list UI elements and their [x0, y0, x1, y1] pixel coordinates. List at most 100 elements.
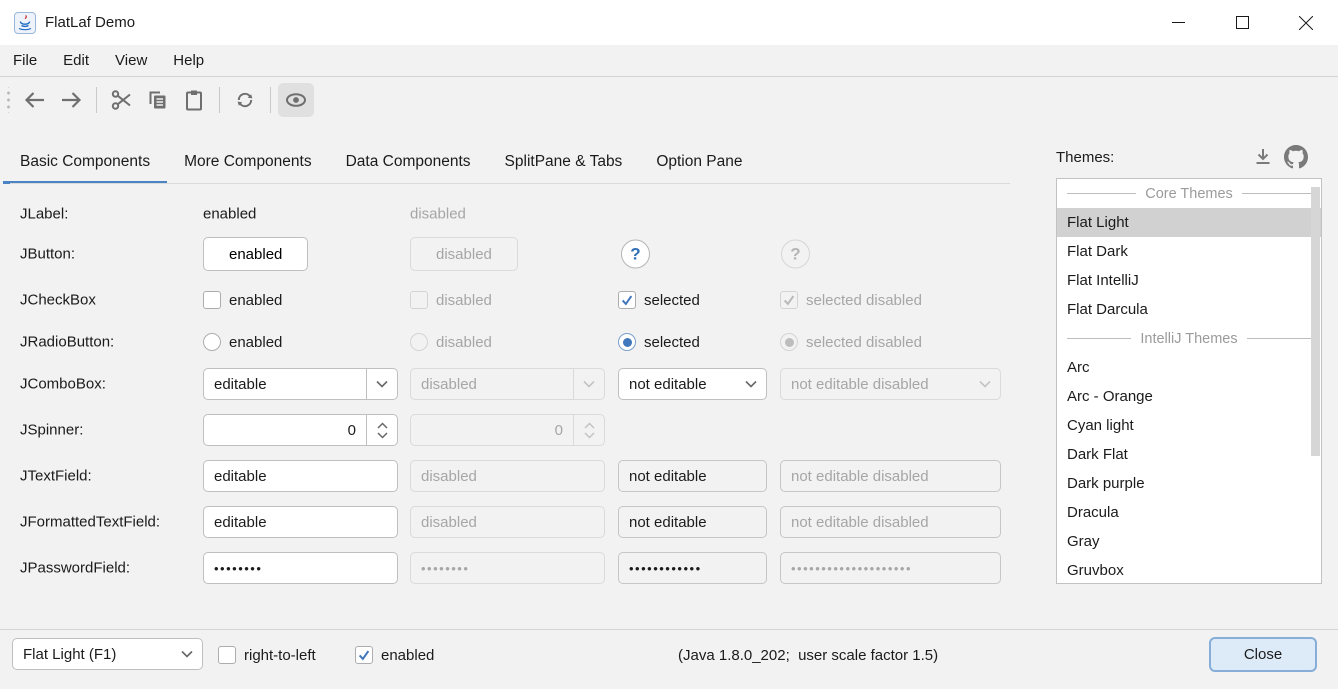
maximize-icon[interactable]: [1210, 0, 1274, 45]
combobox-not-editable[interactable]: not editable: [618, 368, 767, 400]
checkbox-box-checked[interactable]: [618, 291, 636, 309]
combobox-value[interactable]: editable: [214, 375, 267, 393]
close-icon[interactable]: [1274, 0, 1338, 45]
toolbar-separator: [219, 87, 220, 113]
menu-file[interactable]: File: [13, 52, 38, 69]
tab-data-components[interactable]: Data Components: [345, 153, 471, 170]
list-item-dark-flat[interactable]: Dark Flat: [1067, 446, 1128, 463]
passwordfield-editable[interactable]: ••••••••: [203, 552, 398, 584]
checkbox-selected[interactable]: selected: [618, 291, 700, 309]
checkbox-box-checked[interactable]: [355, 646, 373, 664]
row-label: JComboBox:: [20, 375, 106, 393]
checkbox-box[interactable]: [203, 291, 221, 309]
lookandfeel-value[interactable]: Flat Light (F1): [23, 645, 117, 663]
checkbox-box[interactable]: [218, 646, 236, 664]
checkbox-label: enabled: [229, 291, 283, 309]
radio-selected-disabled: selected disabled: [780, 333, 922, 351]
menu-help[interactable]: Help: [173, 52, 205, 69]
themes-scrollbar-thumb[interactable]: [1311, 187, 1320, 456]
row-jbutton: JButton: enabled disabled ? ?: [0, 236, 1010, 272]
list-item-gray[interactable]: Gray: [1067, 533, 1100, 550]
tab-more-components[interactable]: More Components: [184, 153, 312, 170]
list-item-gruvbox[interactable]: Gruvbox: [1067, 562, 1124, 579]
enabled-button[interactable]: enabled: [203, 237, 309, 271]
row-label: JRadioButton:: [20, 333, 115, 351]
radio-label: selected disabled: [806, 333, 922, 351]
formattedfield-editable[interactable]: editable: [203, 506, 398, 538]
refresh-icon[interactable]: [227, 83, 263, 117]
chevron-down-icon: [573, 369, 604, 399]
radio-circle[interactable]: [203, 333, 221, 351]
spinner-enabled[interactable]: 0: [203, 414, 398, 446]
list-item-dracula[interactable]: Dracula: [1067, 504, 1119, 521]
list-item-arc-orange[interactable]: Arc - Orange: [1067, 388, 1153, 405]
checkbox-box: [410, 291, 428, 309]
combobox-disabled: disabled: [410, 368, 605, 400]
chevron-down-icon: [969, 369, 1000, 399]
row-label: JPasswordField:: [20, 559, 131, 577]
combobox-value[interactable]: not editable: [629, 375, 707, 393]
lookandfeel-combobox[interactable]: Flat Light (F1): [12, 638, 203, 670]
window-controls: [1146, 0, 1338, 45]
close-button[interactable]: Close: [1209, 637, 1317, 672]
list-item-flat-intellij[interactable]: Flat IntelliJ: [1067, 272, 1139, 289]
textfield-not-editable: not editable: [618, 460, 767, 492]
tab-splitpane-tabs[interactable]: SplitPane & Tabs: [504, 153, 623, 170]
radio-enabled[interactable]: enabled: [203, 333, 282, 351]
combobox-editable[interactable]: editable: [203, 368, 398, 400]
passwordfield-not-editable-disabled: ••••••••••••••••••••: [780, 552, 1001, 584]
menu-view[interactable]: View: [115, 52, 148, 69]
copy-icon[interactable]: [140, 83, 176, 117]
list-separator: Core Themes: [1057, 179, 1321, 208]
toolbar-separator: [270, 87, 271, 113]
chevron-down-icon[interactable]: [171, 639, 202, 669]
list-item-flat-dark[interactable]: Flat Dark: [1067, 243, 1128, 260]
spinner-value[interactable]: 0: [347, 421, 356, 439]
formattedfield-disabled: disabled: [410, 506, 605, 538]
spinner-arrows[interactable]: [366, 415, 397, 445]
bottom-bar: Flat Light (F1) right-to-left enabled (J…: [0, 629, 1338, 689]
row-label: JFormattedTextField:: [20, 513, 161, 531]
row-label: JSpinner:: [20, 421, 84, 439]
menu-edit[interactable]: Edit: [63, 52, 90, 69]
chevron-down-icon[interactable]: [366, 369, 397, 399]
list-separator: IntelliJ Themes: [1057, 324, 1321, 353]
forward-icon[interactable]: [53, 83, 89, 117]
chevron-down-icon[interactable]: [735, 369, 766, 399]
checkbox-enabled[interactable]: enabled: [203, 291, 282, 309]
radio-circle-selected[interactable]: [618, 333, 636, 351]
list-item-dark-purple[interactable]: Dark purple: [1067, 475, 1145, 492]
textfield-disabled: disabled: [410, 460, 605, 492]
right-to-left-checkbox[interactable]: right-to-left: [218, 646, 316, 664]
back-icon[interactable]: [17, 83, 53, 117]
status-text: (Java 1.8.0_202; user scale factor 1.5): [678, 647, 939, 664]
toolbar: [0, 78, 1338, 122]
tab-option-pane[interactable]: Option Pane: [656, 153, 743, 170]
checkbox-label: selected disabled: [806, 291, 922, 309]
themes-list: Core Themes Flat Light Flat Dark Flat In…: [1056, 178, 1322, 584]
themes-title: Themes:: [1056, 149, 1115, 166]
combobox-value: not editable disabled: [791, 375, 929, 393]
cut-icon[interactable]: [104, 83, 140, 117]
eye-icon[interactable]: [278, 83, 314, 117]
checkbox-label: right-to-left: [244, 646, 316, 664]
download-icon[interactable]: [1252, 146, 1274, 168]
paste-icon[interactable]: [176, 83, 212, 117]
help-button[interactable]: ?: [621, 239, 650, 269]
list-item-flat-light[interactable]: Flat Light: [1057, 208, 1321, 237]
themes-header-icons: [1252, 145, 1308, 169]
minimize-icon[interactable]: [1146, 0, 1210, 45]
toolbar-grip[interactable]: [6, 87, 11, 113]
github-icon[interactable]: [1284, 145, 1308, 169]
enabled-checkbox[interactable]: enabled: [355, 646, 434, 664]
list-item-arc[interactable]: Arc: [1067, 359, 1090, 376]
tab-basic-components[interactable]: Basic Components: [3, 143, 168, 184]
checkbox-label: enabled: [381, 646, 435, 664]
list-item-cyan-light[interactable]: Cyan light: [1067, 417, 1134, 434]
textfield-editable[interactable]: editable: [203, 460, 398, 492]
radio-selected[interactable]: selected: [618, 333, 700, 351]
row-jpasswordfield: JPasswordField: •••••••• •••••••• ••••••…: [0, 550, 1010, 586]
radio-label: disabled: [436, 333, 492, 351]
radio-label: selected: [644, 333, 700, 351]
list-item-flat-darcula[interactable]: Flat Darcula: [1067, 301, 1148, 318]
